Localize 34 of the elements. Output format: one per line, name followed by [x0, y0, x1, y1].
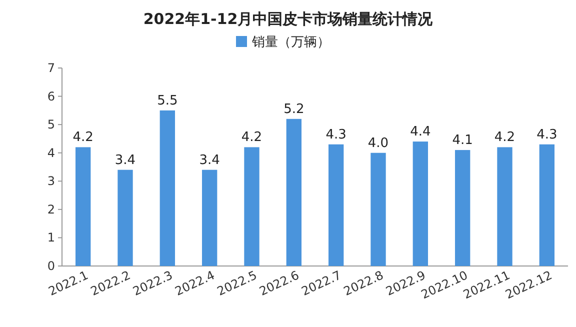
bar	[118, 170, 133, 266]
bar	[454, 150, 470, 266]
data-label: 4.2	[72, 130, 94, 146]
bar	[412, 142, 428, 266]
bar	[244, 147, 260, 266]
data-label: 5.5	[157, 93, 178, 108]
y-tick-label: 2	[47, 202, 55, 216]
data-label: 4.0	[368, 136, 389, 151]
y-tick-label: 6	[47, 89, 55, 104]
y-tick-label: 1	[47, 230, 55, 245]
data-label: 4.1	[452, 133, 473, 148]
y-tick-label: 0	[47, 259, 55, 273]
bar	[328, 144, 344, 266]
bar	[286, 118, 302, 266]
data-label: 4.2	[494, 130, 516, 146]
data-label: 4.4	[410, 124, 431, 140]
data-label: 5.2	[284, 102, 304, 117]
legend-label: 销量（万辆）	[251, 35, 330, 50]
y-tick-label: 3	[47, 174, 55, 188]
chart-title: 2022年1-12月中国皮卡市场销量统计情况	[143, 10, 434, 28]
y-tick-label: 7	[47, 61, 55, 75]
bar	[370, 152, 386, 266]
bar	[160, 110, 176, 266]
bar	[497, 147, 512, 266]
y-tick-label: 5	[47, 118, 55, 132]
data-label: 3.4	[114, 152, 136, 168]
data-label: 3.4	[199, 152, 220, 168]
data-label: 4.3	[326, 127, 346, 142]
data-label: 4.3	[536, 127, 558, 142]
bar	[202, 170, 218, 266]
bar	[75, 147, 91, 266]
y-tick-label: 4	[47, 146, 55, 160]
bar	[539, 144, 555, 266]
data-label: 4.2	[241, 130, 262, 146]
